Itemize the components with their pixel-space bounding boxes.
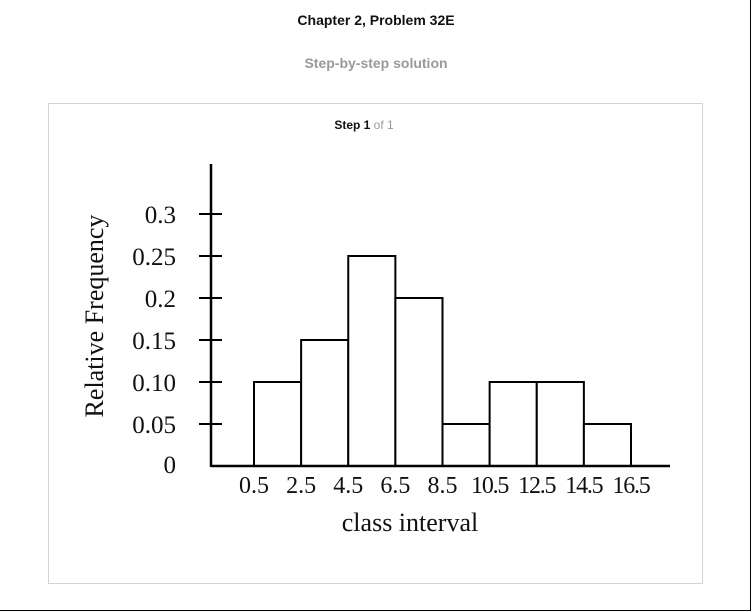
solution-subtitle: Step-by-step solution [304,55,448,71]
histogram-bar-6 [488,381,538,467]
histogram-bar-4 [394,297,444,467]
x-tick-label: 8.5 [428,473,458,499]
step-indicator: Step 1 of 1 [0,118,728,132]
y-tick-label: 0.25 [132,244,176,271]
histogram-bar-7 [535,381,585,467]
step-total: of 1 [373,118,394,132]
y-tick-label: 0.15 [132,328,176,355]
x-tick-label: 14.5 [565,473,603,499]
y-tick-label: 0 [164,452,177,479]
x-tick-label: 16.5 [612,473,650,499]
y-tick-label: 0.05 [132,412,176,439]
histogram-bar-8 [582,423,632,467]
y-axis-label: Relative Frequency [80,215,109,418]
x-axis-ticks: 0.5 2.5 4.5 6.5 8.5 10.5 12.5 14.5 16.5 [239,473,652,499]
x-tick-label: 0.5 [239,473,269,499]
x-axis-label: class interval [342,508,478,537]
x-tick-label: 10.5 [471,473,509,499]
histogram-bar-5 [441,423,491,467]
histogram-bar-2 [300,339,350,467]
x-tick-label: 12.5 [518,473,556,499]
x-tick-label: 2.5 [286,473,316,499]
histogram-bar-3 [347,255,397,467]
y-tick-label: 0.3 [145,202,176,229]
histogram-bars [253,255,632,467]
x-tick-label: 6.5 [380,473,410,499]
y-axis-ticks: 0 0.05 0.10 0.15 0.2 0.25 0.3 [132,202,222,479]
page-title: Chapter 2, Problem 32E [297,12,455,28]
y-tick-label: 0.10 [132,370,176,397]
x-tick-label: 4.5 [333,473,363,499]
histogram-bar-1 [253,381,303,467]
y-tick-label: 0.2 [145,286,176,313]
step-label: Step 1 [334,118,371,132]
